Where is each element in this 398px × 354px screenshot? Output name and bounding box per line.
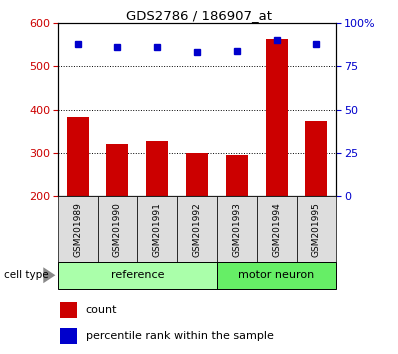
Text: GSM201993: GSM201993	[232, 202, 241, 257]
Bar	[58, 262, 217, 289]
Bar	[306, 121, 327, 196]
Bar	[146, 141, 168, 196]
Bar	[177, 196, 217, 262]
Bar	[186, 153, 208, 196]
Bar	[226, 155, 248, 196]
Text: GSM201994: GSM201994	[272, 202, 281, 257]
Bar	[297, 196, 336, 262]
Text: reference: reference	[111, 270, 164, 280]
Bar	[107, 144, 129, 196]
Bar	[66, 117, 89, 196]
Bar	[58, 196, 98, 262]
Text: motor neuron: motor neuron	[238, 270, 315, 280]
Text: percentile rank within the sample: percentile rank within the sample	[86, 331, 273, 341]
Text: GSM201989: GSM201989	[73, 202, 82, 257]
Bar	[257, 196, 297, 262]
Bar	[266, 40, 287, 196]
Bar	[98, 196, 137, 262]
Text: GSM201991: GSM201991	[153, 202, 162, 257]
Text: count: count	[86, 305, 117, 315]
Text: GSM201992: GSM201992	[193, 202, 201, 257]
Bar	[217, 196, 257, 262]
Bar	[60, 328, 77, 344]
Text: cell type: cell type	[4, 270, 49, 280]
Bar	[60, 302, 77, 318]
Text: GSM201995: GSM201995	[312, 202, 321, 257]
Bar	[217, 262, 336, 289]
Polygon shape	[43, 267, 55, 283]
Text: GSM201990: GSM201990	[113, 202, 122, 257]
Text: GDS2786 / 186907_at: GDS2786 / 186907_at	[126, 9, 272, 22]
Bar	[137, 196, 177, 262]
